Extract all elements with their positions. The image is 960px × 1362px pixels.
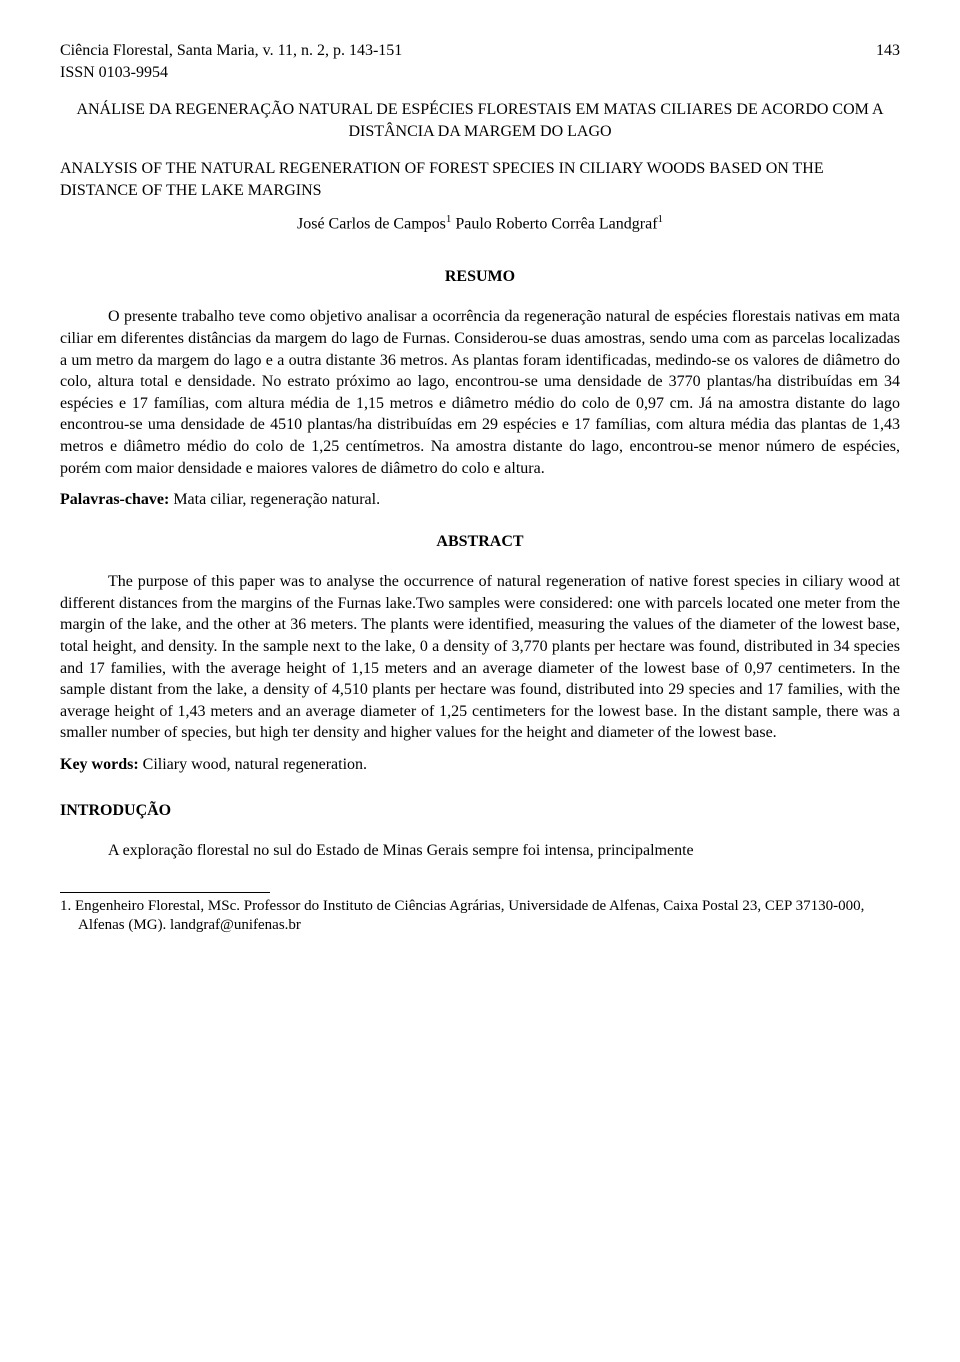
palavras-chave: Palavras-chave: Mata ciliar, regeneração… <box>60 489 900 511</box>
palavras-chave-text: Mata ciliar, regeneração natural. <box>169 491 380 508</box>
author-2-sup: 1 <box>658 213 664 225</box>
palavras-chave-label: Palavras-chave: <box>60 491 169 508</box>
abstract-body: The purpose of this paper was to analyse… <box>60 571 900 744</box>
resumo-body: O presente trabalho teve como objetivo a… <box>60 306 900 479</box>
author-1: José Carlos de Campos <box>297 216 446 233</box>
key-words-label: Key words: <box>60 756 139 773</box>
journal-info: Ciência Florestal, Santa Maria, v. 11, n… <box>60 40 402 62</box>
introducao-heading: INTRODUÇÃO <box>60 800 900 822</box>
page-number: 143 <box>876 40 900 62</box>
abstract-heading: ABSTRACT <box>60 531 900 553</box>
issn-number: ISSN 0103-9954 <box>60 62 900 84</box>
key-words-text: Ciliary wood, natural regeneration. <box>139 756 367 773</box>
article-title-en: ANALYSIS OF THE NATURAL REGENERATION OF … <box>60 158 900 203</box>
key-words: Key words: Ciliary wood, natural regener… <box>60 754 900 776</box>
article-title-pt: ANÁLISE DA REGENERAÇÃO NATURAL DE ESPÉCI… <box>60 99 900 144</box>
authors-line: José Carlos de Campos 1 Paulo Roberto Cor… <box>60 212 900 236</box>
resumo-heading: RESUMO <box>60 266 900 288</box>
introducao-body: A exploração florestal no sul do Estado … <box>60 840 900 862</box>
footnote-text: 1. Engenheiro Florestal, MSc. Professor … <box>60 897 900 936</box>
author-2: Paulo Roberto Corrêa Landgraf <box>455 216 657 233</box>
footnote-separator <box>60 892 270 893</box>
